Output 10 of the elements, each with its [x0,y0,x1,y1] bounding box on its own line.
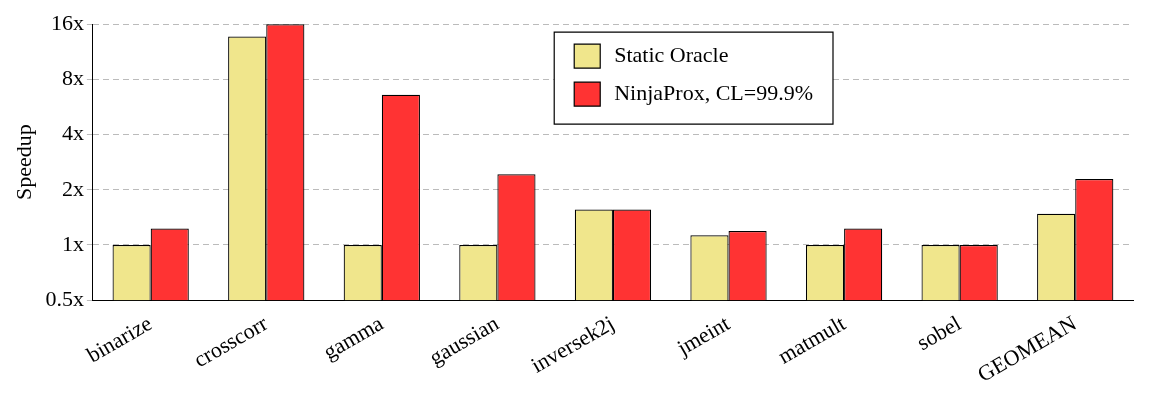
y-axis-title: Speedup [10,124,36,201]
y-tick-label: 0.5x [45,285,84,311]
y-tick-label: 1x [61,230,84,256]
y-tick-label: 4x [61,120,84,146]
legend-label: Static Oracle [614,41,729,67]
y-tick-label: 8x [61,65,84,91]
y-tick-label: 2x [61,175,84,201]
legend-label: NinjaProx, CL=99.9% [614,79,814,105]
x-tick-label: sobel [912,310,966,356]
y-tick-label: 16x [50,9,84,35]
